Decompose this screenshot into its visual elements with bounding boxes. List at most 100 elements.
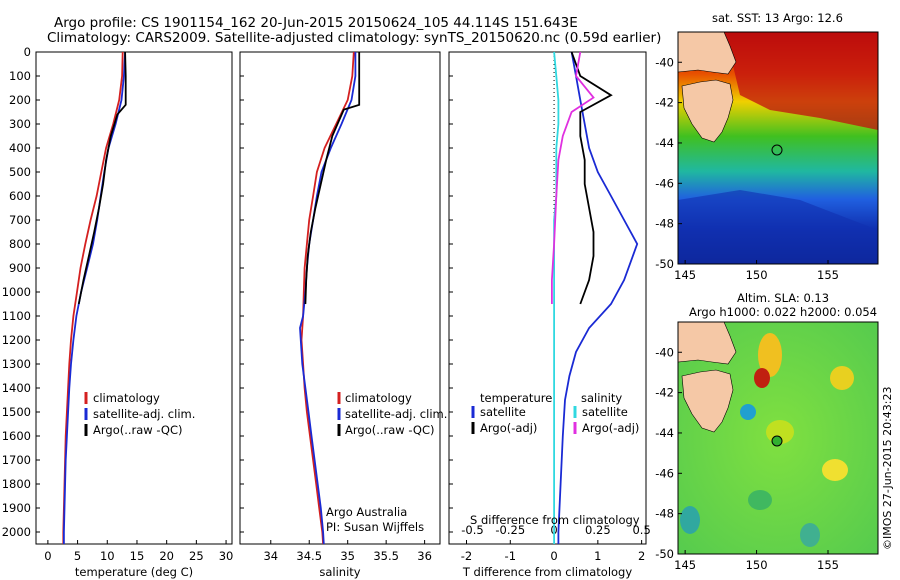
- sst-cold-region: [678, 190, 878, 264]
- y-tick-label: 1100: [2, 309, 31, 323]
- legend-title-salinity: salinity: [581, 391, 622, 405]
- x-tick-label: 1: [594, 549, 601, 563]
- y-tick-label: 400: [9, 141, 31, 155]
- x-tick-label: -1: [505, 549, 516, 563]
- sla-map-title: Altim. SLA: 0.13: [737, 291, 829, 305]
- y-tick-label: 1200: [2, 333, 31, 347]
- mainland-australia: [677, 31, 737, 75]
- series-line: [299, 52, 357, 545]
- x-tick-label: 0: [44, 549, 51, 563]
- map-x-tick-label: 155: [817, 558, 839, 572]
- argo-position-marker: [771, 144, 783, 156]
- header-line-1: Argo profile: CS 1901154_162 20-Jun-2015…: [54, 15, 578, 31]
- legend-label-temp-satellite: satellite: [480, 405, 526, 419]
- map-y-tick-label: -44: [655, 426, 674, 440]
- salinity-panel: 34 34.5 35 35.5 36 salinity: [239, 51, 441, 579]
- y-tick-label: 0: [24, 45, 31, 59]
- sla-map-subtitle: Argo h1000: 0.022 h2000: 0.054: [689, 305, 877, 319]
- y-tick-label: 1700: [2, 453, 31, 467]
- sst-map-title: sat. SST: 13 Argo: 12.6: [712, 11, 843, 25]
- y-tick-label: 1400: [2, 381, 31, 395]
- sla-anomaly: [680, 506, 700, 534]
- y-tick-label: 1600: [2, 429, 31, 443]
- map-y-tick-label: -48: [655, 507, 674, 521]
- tasmania-island: [681, 369, 734, 433]
- x-tick-label: 2: [638, 549, 645, 563]
- x-tick-label: 10: [100, 549, 115, 563]
- sla-anomaly: [754, 368, 770, 388]
- plot-frame: [239, 51, 441, 545]
- difference-panel: -2 -1 0 1 2 T difference from climatology -0.5…: [448, 51, 651, 579]
- y-tick-label: 1900: [2, 501, 31, 515]
- map-y-tick-label: -46: [655, 466, 674, 480]
- x-tick-label: 30: [219, 549, 234, 563]
- tasmania-island: [681, 79, 734, 143]
- map-x-tick-label: 145: [674, 268, 696, 282]
- y-tick-label: 800: [9, 237, 31, 251]
- legend-label-temp-argo: Argo(-adj): [480, 421, 537, 435]
- y-tick-label: 900: [9, 261, 31, 275]
- y-tick-label: 1300: [2, 357, 31, 371]
- sla-anomaly: [748, 490, 772, 510]
- map-x-tick-label: 150: [746, 558, 768, 572]
- sla-anomaly: [758, 333, 782, 377]
- mainland-australia: [677, 321, 737, 365]
- annotation-institution: Argo Australia: [326, 505, 407, 519]
- y-tick-label: 500: [9, 165, 31, 179]
- x-tick-label: 34: [263, 549, 278, 563]
- x-tick-label: -2: [461, 549, 472, 563]
- plot-frame: [35, 51, 233, 545]
- x2-tick-label: 0.25: [585, 523, 611, 537]
- x-axis-label: salinity: [319, 565, 360, 579]
- x-tick-label: 34.5: [296, 549, 322, 563]
- sla-map: Altim. SLA: 0.13 Argo h1000: 0.022 h2000…: [677, 291, 879, 555]
- y-tick-label: 100: [9, 69, 31, 83]
- series-line: [570, 51, 613, 305]
- legend-label-sal-satellite: satellite: [582, 405, 628, 419]
- y-tick-label: 1800: [2, 477, 31, 491]
- difference-legend: temperature satellite Argo(-adj) salinit…: [470, 391, 640, 527]
- map-x-tick-label: 150: [746, 268, 768, 282]
- y-tick-label: 2000: [2, 525, 31, 539]
- annotation-pi: PI: Susan Wijffels: [326, 520, 424, 534]
- y-tick-label: 200: [9, 93, 31, 107]
- sst-map-frame: [677, 31, 879, 265]
- x-tick-label: 5: [74, 549, 81, 563]
- x-tick-label: 0: [550, 549, 557, 563]
- x2-tick-label: 0.5: [632, 523, 650, 537]
- sla-map-frame: [677, 321, 879, 555]
- x2-tick-label: -0.5: [461, 523, 483, 537]
- sla-anomaly: [830, 366, 854, 390]
- temperature-legend: climatology satellite-adj. clim. Argo(..…: [84, 391, 195, 437]
- map-y-tick-label: -46: [655, 176, 674, 190]
- temperature-panel: 0100200300400500600700800900100011001200…: [2, 45, 234, 579]
- y-tick-label: 300: [9, 117, 31, 131]
- y-tick-label: 1000: [2, 285, 31, 299]
- sla-anomaly: [740, 404, 756, 420]
- x-tick-label: 25: [189, 549, 204, 563]
- map-y-tick-label: -48: [655, 217, 674, 231]
- x-tick-label: 15: [130, 549, 145, 563]
- series-line: [551, 51, 595, 304]
- x-tick-label: 35: [340, 549, 355, 563]
- y-tick-label: 600: [9, 189, 31, 203]
- series-line: [63, 51, 126, 544]
- argo-position-marker: [771, 435, 783, 447]
- map-y-tick-label: -44: [655, 136, 674, 150]
- map-y-tick-label: -42: [655, 386, 674, 400]
- x2-axis-label: S difference from climatology: [470, 513, 640, 527]
- plot-frame: [448, 51, 647, 545]
- map-y-tick-label: -42: [655, 96, 674, 110]
- y-tick-label: 1500: [2, 405, 31, 419]
- x-tick-label: 20: [159, 549, 174, 563]
- series-line: [304, 52, 361, 305]
- map-y-tick-label: -50: [655, 547, 674, 561]
- sst-warm-region: [725, 32, 878, 130]
- legend-label-argo: Argo(..raw -QC): [345, 423, 435, 437]
- salinity-legend: climatology satellite-adj. clim. Argo(..…: [326, 391, 447, 534]
- series-line: [77, 51, 127, 305]
- header-line-2: Climatology: CARS2009. Satellite-adjuste…: [47, 30, 661, 46]
- legend-label-satellite: satellite-adj. clim.: [345, 407, 447, 421]
